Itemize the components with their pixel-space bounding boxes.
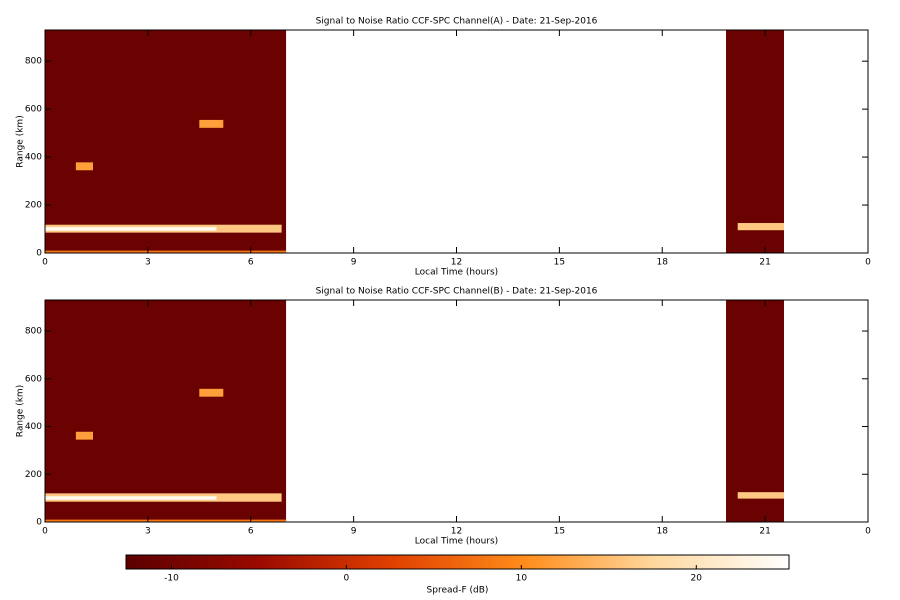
colorbar-tick-label: 0 <box>344 574 350 584</box>
x-axis-label: Local Time (hours) <box>415 537 498 547</box>
x-tick-label: 12 <box>451 527 462 537</box>
y-tick-label: 200 <box>25 201 42 211</box>
colorbar-tick-label: -10 <box>164 574 179 584</box>
heatmap-cell <box>45 519 287 522</box>
x-tick-label: 6 <box>248 527 254 537</box>
x-tick-label: 18 <box>657 258 669 268</box>
x-tick-label: 3 <box>145 527 151 537</box>
x-tick-label: 0 <box>865 527 871 537</box>
y-tick-label: 600 <box>25 374 42 384</box>
chart-title: Signal to Noise Ratio CCF-SPC Channel(A)… <box>316 17 598 27</box>
x-axis-label: Local Time (hours) <box>415 268 498 278</box>
x-tick-label: 12 <box>451 258 462 268</box>
y-tick-label: 800 <box>25 57 42 67</box>
colorbar-label: Spread-F (dB) <box>427 586 489 596</box>
heatmap-cell <box>45 496 217 500</box>
y-axis-label: Range (km) <box>16 385 26 437</box>
heatmap-cell <box>45 30 287 253</box>
heatmap-cell <box>45 250 287 253</box>
heatmap-cell <box>726 300 784 522</box>
x-tick-label: 0 <box>42 258 48 268</box>
colorbar-tick-label: 20 <box>691 574 703 584</box>
x-tick-label: 21 <box>759 258 770 268</box>
heatmap-cell <box>75 431 94 440</box>
y-tick-label: 800 <box>25 327 42 337</box>
x-tick-label: 9 <box>351 258 357 268</box>
y-tick-label: 400 <box>25 153 42 163</box>
x-tick-label: 0 <box>865 258 871 268</box>
x-tick-label: 18 <box>657 527 669 537</box>
x-tick-label: 3 <box>145 258 151 268</box>
y-tick-label: 0 <box>36 518 42 528</box>
chart-title: Signal to Noise Ratio CCF-SPC Channel(B)… <box>316 287 598 297</box>
y-tick-label: 0 <box>36 249 42 259</box>
heatmap-cell <box>45 227 217 231</box>
x-tick-label: 6 <box>248 258 254 268</box>
heatmap-cell <box>199 388 224 397</box>
heatmap-cell <box>726 30 784 253</box>
colorbar-tick-label: 10 <box>516 574 528 584</box>
x-tick-label: 15 <box>554 527 565 537</box>
heatmap-cell <box>737 223 784 231</box>
heatmap-cell <box>199 119 224 128</box>
heatmap-cell <box>737 492 784 499</box>
y-tick-label: 400 <box>25 422 42 432</box>
y-tick-label: 600 <box>25 105 42 115</box>
x-tick-label: 21 <box>759 527 770 537</box>
heatmap-cell <box>45 300 287 522</box>
colorbar <box>125 554 790 570</box>
y-axis-label: Range (km) <box>16 115 26 167</box>
y-tick-label: 200 <box>25 470 42 480</box>
x-tick-label: 0 <box>42 527 48 537</box>
heatmap-cell <box>75 162 94 171</box>
x-tick-label: 9 <box>351 527 357 537</box>
x-tick-label: 15 <box>554 258 565 268</box>
